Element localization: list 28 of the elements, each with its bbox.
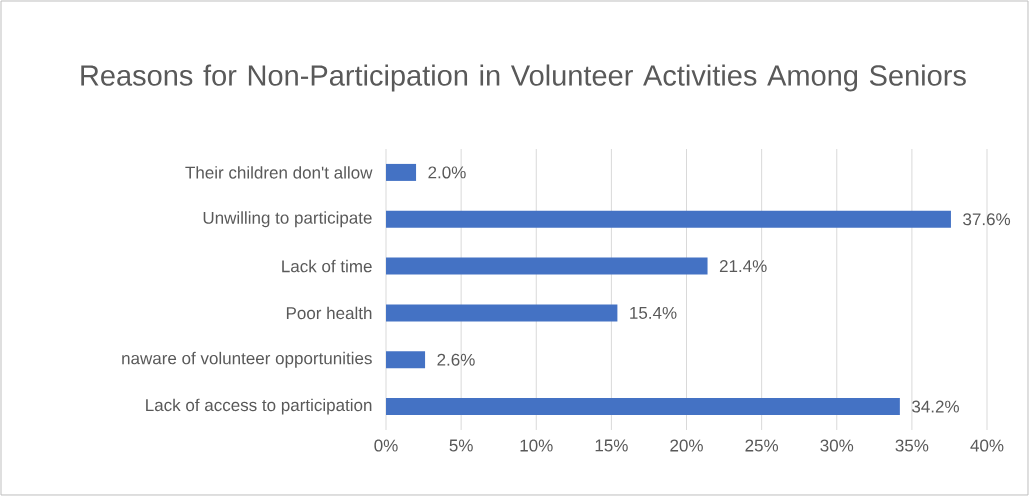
bar xyxy=(386,257,708,275)
data-label: 21.4% xyxy=(719,260,767,273)
x-tick-label: 20% xyxy=(670,439,703,452)
y-tick-label: Lack of time xyxy=(282,259,372,273)
x-tick-label: 25% xyxy=(745,439,779,452)
y-tick-label: Poor health xyxy=(286,306,372,320)
y-tick-label: Lack of access to participation xyxy=(146,398,372,415)
bar xyxy=(386,210,951,228)
data-label: 15.4% xyxy=(630,306,677,319)
y-tick-label: Unwilling to participate xyxy=(203,211,372,228)
data-label: 34.2% xyxy=(912,400,959,413)
x-tick-label: 40% xyxy=(970,439,1004,452)
chart-title: Reasons for Non-Participation in Volunteer Activities Among Seniors xyxy=(81,64,966,92)
data-label: 2.6% xyxy=(437,353,475,366)
x-tick-label: 35% xyxy=(895,439,929,452)
x-tick-label: 5% xyxy=(449,439,473,452)
bar xyxy=(386,304,618,322)
x-tick-label: 0% xyxy=(374,439,398,452)
bar xyxy=(386,398,900,416)
x-tick-label: 15% xyxy=(595,439,628,452)
data-label: 2.0% xyxy=(428,166,466,179)
data-label: 37.6% xyxy=(963,213,1011,226)
x-tick-label: 10% xyxy=(520,439,553,452)
bar xyxy=(386,351,426,369)
x-tick-label: 30% xyxy=(820,439,854,452)
y-tick-label: naware of volunteer opportunities xyxy=(122,351,372,368)
y-tick-label: Their children don't allow xyxy=(185,166,373,179)
bar xyxy=(386,163,417,181)
